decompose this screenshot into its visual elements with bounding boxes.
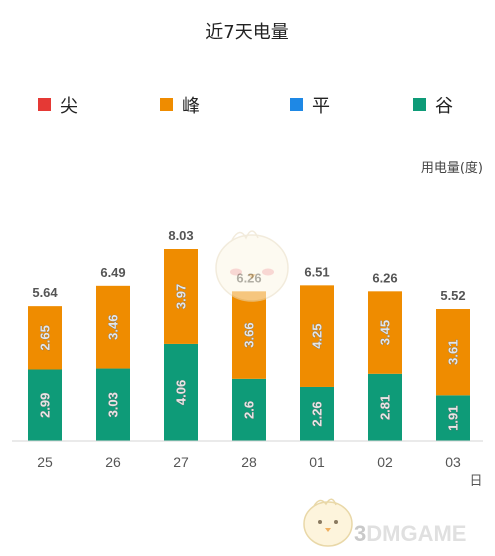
bar-segment [164, 343, 198, 441]
bar-segment-label: 2.26 [310, 401, 325, 426]
legend-label: 平 [312, 96, 330, 117]
bar-segment-label: 3.97 [174, 284, 189, 309]
bar-segment-label: 3.61 [446, 340, 461, 365]
bar-segment [232, 291, 266, 379]
bar-total-label: 5.52 [440, 288, 465, 303]
bar-segment [164, 249, 198, 344]
bar-segment-label: 2.81 [378, 395, 393, 420]
bar-segment-label: 4.06 [174, 380, 189, 405]
watermark-text: 3DMGAME [354, 521, 466, 546]
legend-item: 平 [290, 96, 330, 117]
x-tick-label: 25 [37, 454, 53, 470]
bar-segment [300, 285, 334, 387]
chick-mascot-icon [303, 498, 353, 547]
x-tick-label: 28 [241, 454, 257, 470]
legend-label: 谷 [435, 96, 453, 117]
bar-total-label: 8.03 [168, 228, 193, 243]
bar-segment [232, 378, 266, 441]
bar-segment [28, 369, 62, 441]
bar-segment-label: 3.03 [106, 392, 121, 417]
bar-segment-label: 2.65 [38, 325, 53, 350]
legend-label: 峰 [182, 96, 200, 117]
legend-swatch [290, 98, 303, 111]
x-tick-label: 01 [309, 454, 325, 470]
x-tick-label: 03 [445, 454, 461, 470]
bar-segment-label: 2.6 [242, 401, 257, 419]
legend-item: 谷 [413, 96, 453, 117]
y-axis-unit-label: 用电量(度) [421, 160, 483, 176]
x-tick-label: 02 [377, 454, 393, 470]
legend-swatch [160, 98, 173, 111]
bar-segment [368, 291, 402, 374]
bar-segment-label: 1.91 [446, 406, 461, 431]
legend-item: 尖 [38, 96, 78, 117]
bar-total-label: 5.64 [32, 285, 58, 300]
bar-segment-label: 3.46 [106, 315, 121, 340]
legend-label: 尖 [60, 96, 78, 117]
bar-segment [300, 386, 334, 441]
legend-swatch [38, 98, 51, 111]
bars: 2.99 2.65 5.64 3.03 3.46 6.49 4.06 3.97 8.03 2.6 3… [28, 228, 470, 441]
bar-segment-label: 3.45 [378, 320, 393, 345]
bar-segment [436, 309, 470, 396]
x-axis-ticks: 25 26 27 28 01 02 03 [37, 454, 461, 470]
bar-segment [96, 285, 130, 369]
bar-segment [96, 368, 130, 441]
watermark: 3DMGAME [303, 498, 466, 547]
bar-total-label: 6.51 [304, 264, 329, 279]
x-tick-label: 27 [173, 454, 189, 470]
legend: 尖峰平谷 [38, 96, 453, 117]
mascot-overlay [215, 230, 289, 302]
bar-segment [28, 306, 62, 370]
x-tick-label: 26 [105, 454, 121, 470]
bar-segment-label: 2.99 [38, 393, 53, 418]
bar-total-label: 6.49 [100, 265, 125, 280]
bar-segment-label: 3.66 [242, 322, 257, 347]
legend-item: 峰 [160, 96, 200, 117]
bar-segment-label: 4.25 [310, 323, 325, 348]
bar-segment [436, 395, 470, 441]
chart-title: 近7天电量 [205, 22, 288, 43]
x-axis-unit-label: 日 [469, 474, 482, 489]
legend-swatch [413, 98, 426, 111]
bar-segment [368, 373, 402, 441]
bar-total-label: 6.26 [372, 270, 397, 285]
